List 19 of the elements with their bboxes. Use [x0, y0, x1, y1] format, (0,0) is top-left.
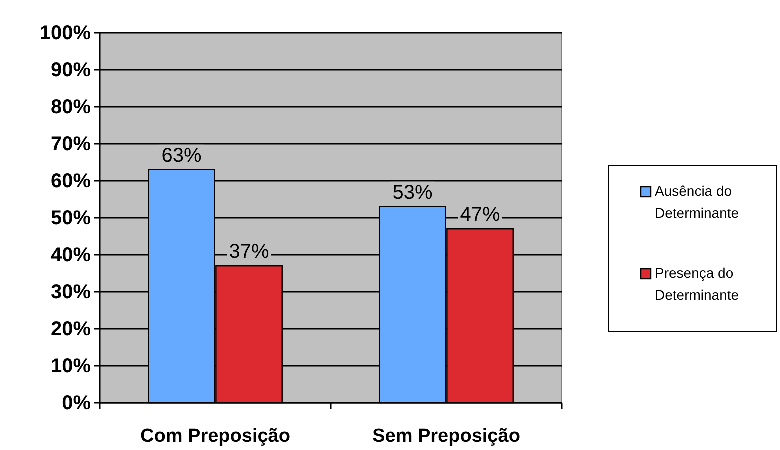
y-tick-label: 20% [50, 318, 92, 340]
y-tick-label: 100% [40, 22, 92, 44]
data-label: 63% [162, 144, 202, 167]
legend-label: Ausência do Determinante [655, 183, 740, 221]
y-tick-label: 70% [50, 133, 92, 156]
data-label: 37% [229, 241, 270, 264]
y-tick-label: 90% [50, 59, 92, 82]
y-tick-label: 10% [50, 355, 92, 378]
y-tick-label: 30% [50, 281, 92, 304]
data-label: 47% [460, 204, 500, 226]
y-tick-label: 80% [50, 96, 92, 118]
y-tick-label: 50% [50, 207, 92, 230]
data-label: 53% [392, 182, 433, 204]
y-tick-label: 40% [50, 244, 92, 266]
x-tick-label: Com Preposição [140, 426, 290, 448]
y-tick-label: 0% [62, 392, 92, 414]
legend-label: Presença do Determinante [655, 265, 740, 303]
y-tick-label: 60% [50, 170, 92, 192]
x-tick-label: Sem Preposição [372, 426, 520, 448]
